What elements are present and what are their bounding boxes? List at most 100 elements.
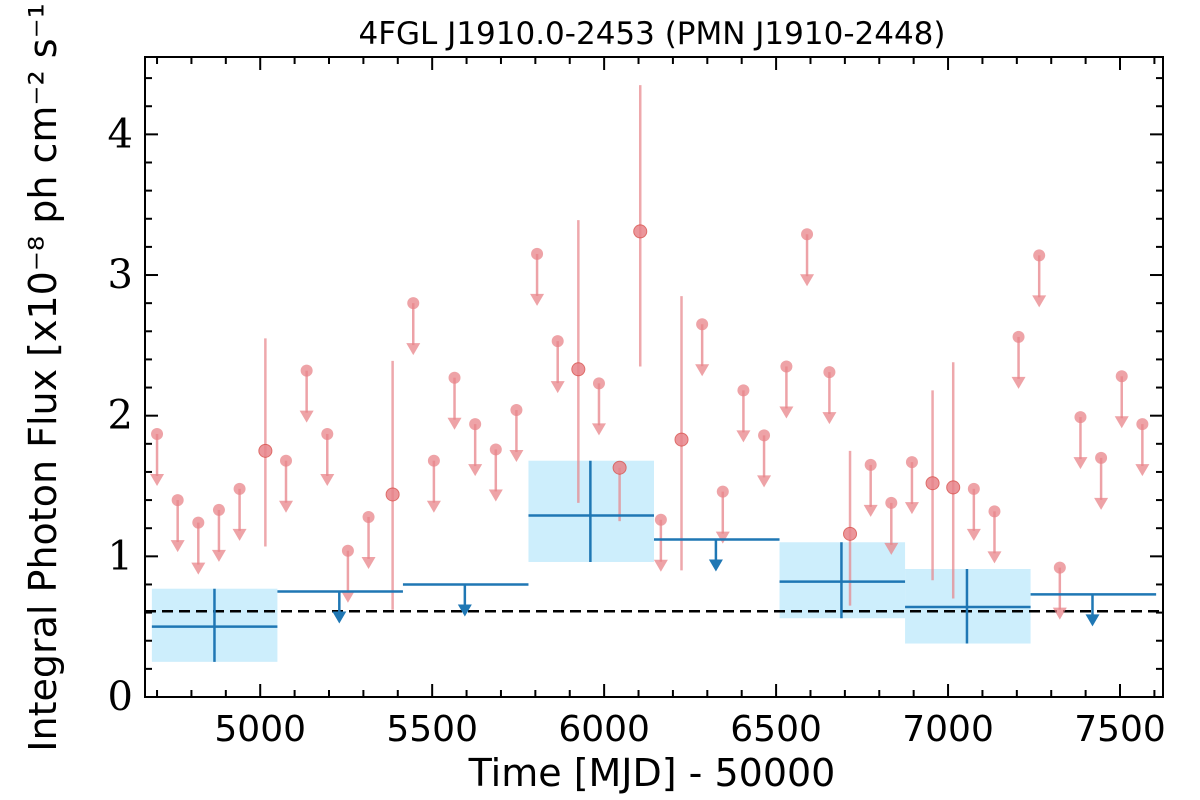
upper-limit-point [716, 485, 729, 498]
upper-limit-point [967, 482, 980, 495]
upper-limit-arrowhead [822, 412, 837, 425]
upper-limit-arrowhead [966, 528, 981, 541]
upper-limit-point [280, 454, 293, 467]
upper-limit-point [1074, 411, 1087, 424]
upper-limit-arrowhead [1135, 464, 1150, 477]
upper-limit-point [531, 247, 544, 260]
upper-limit-arrowhead [332, 611, 347, 624]
upper-limit-arrowhead [1073, 457, 1088, 470]
upper-limit-point [427, 454, 440, 467]
upper-limit-arrowhead [591, 423, 606, 436]
upper-limit-point [1095, 451, 1108, 464]
upper-limit-arrowhead [447, 417, 462, 430]
upper-limit-point [469, 418, 482, 431]
upper-limit-arrowhead [340, 590, 355, 603]
upper-limit-point [885, 496, 898, 509]
upper-limit-arrowhead [653, 559, 668, 572]
upper-limit-point [1136, 418, 1149, 431]
upper-limit-point [823, 366, 836, 379]
upper-limit-arrowhead [320, 473, 335, 486]
y-axis-label: Integral Photon Flux [x10⁻⁸ ph cm⁻² s⁻¹] [21, 0, 65, 752]
detection-point [258, 443, 273, 458]
upper-limit-point [1033, 249, 1046, 262]
short-bin-series [150, 85, 1150, 620]
upper-limit-point [300, 364, 313, 377]
upper-limit-point [988, 505, 1001, 518]
x-tick-label: 6000 [558, 709, 650, 750]
upper-limit-point [171, 494, 184, 507]
x-tick-label: 5500 [386, 709, 478, 750]
upper-limit-arrowhead [708, 559, 723, 572]
detection-point [571, 362, 586, 377]
upper-limit-arrowhead [1094, 497, 1109, 510]
upper-limit-point [592, 377, 605, 390]
upper-limit-arrowhead [715, 531, 730, 544]
y-tick-label: 1 [108, 533, 133, 579]
upper-limit-arrowhead [550, 381, 565, 394]
upper-limit-point [407, 297, 420, 310]
upper-limit-arrowhead [884, 542, 899, 555]
upper-limit-arrowhead [457, 604, 472, 617]
upper-limit-point [489, 443, 502, 456]
plot-frame [144, 56, 1164, 698]
detection-point [843, 526, 858, 541]
upper-limit-arrowhead [779, 406, 794, 419]
upper-limit-arrowhead [736, 430, 751, 443]
upper-limit-point [780, 360, 793, 373]
y-tick-labels: 0 1 2 3 4 [108, 111, 133, 720]
x-tick-label: 7000 [902, 709, 994, 750]
upper-limit-arrowhead [211, 549, 226, 562]
detection-point [925, 476, 940, 491]
upper-limit-point [212, 503, 225, 516]
x-tick-labels: 5000 5500 6000 6500 7000 7500 [214, 709, 1165, 750]
upper-limit-arrowhead [695, 364, 710, 377]
chart-title: 4FGL J1910.0-2453 (PMN J1910-2448) [358, 16, 945, 52]
y-tick-label: 2 [108, 393, 133, 439]
x-tick-label: 7500 [1074, 709, 1166, 750]
upper-limit-point [1012, 330, 1025, 343]
upper-limit-point [737, 384, 750, 397]
upper-limit-arrowhead [361, 556, 376, 569]
upper-limit-arrowhead [987, 551, 1002, 564]
upper-limit-point [1053, 561, 1066, 574]
upper-limit-arrowhead [1032, 295, 1047, 308]
detection-point [385, 487, 400, 502]
detection-point [946, 480, 961, 495]
detection-point [674, 432, 689, 447]
upper-limit-arrowhead [1011, 376, 1026, 389]
upper-limit-arrowhead [530, 293, 545, 306]
upper-limit-point [151, 427, 164, 440]
upper-limit-arrowhead [509, 450, 524, 463]
upper-limit-arrowhead [299, 410, 314, 423]
detection-point [612, 460, 627, 475]
detection-point [633, 224, 648, 239]
upper-limit-arrowhead [488, 489, 503, 502]
upper-limit-point [510, 404, 523, 417]
y-tick-label: 0 [108, 674, 133, 720]
upper-limit-point [905, 456, 918, 469]
upper-limit-point [864, 458, 877, 471]
upper-limit-arrowhead [1085, 614, 1100, 627]
y-tick-label: 3 [108, 252, 133, 298]
upper-limit-arrowhead [279, 500, 294, 513]
upper-limit-arrowhead [757, 475, 772, 488]
upper-limit-arrowhead [191, 562, 206, 575]
x-tick-label: 6500 [730, 709, 822, 750]
upper-limit-arrowhead [232, 528, 247, 541]
upper-limit-point [654, 513, 667, 526]
plot-area [145, 85, 1163, 662]
upper-limit-arrowhead [426, 500, 441, 513]
upper-limit-arrowhead [1052, 607, 1067, 620]
upper-limit-point [696, 318, 709, 331]
upper-limit-point [758, 429, 771, 442]
upper-limit-point [341, 544, 354, 557]
upper-limit-point [801, 228, 814, 241]
x-tick-label: 5000 [214, 709, 306, 750]
upper-limit-arrowhead [1114, 416, 1129, 429]
upper-limit-arrowhead [406, 343, 421, 356]
upper-limit-arrowhead [800, 274, 815, 287]
upper-limit-arrowhead [468, 464, 483, 477]
axis-ticks [145, 57, 1163, 698]
upper-limit-point [448, 371, 461, 384]
